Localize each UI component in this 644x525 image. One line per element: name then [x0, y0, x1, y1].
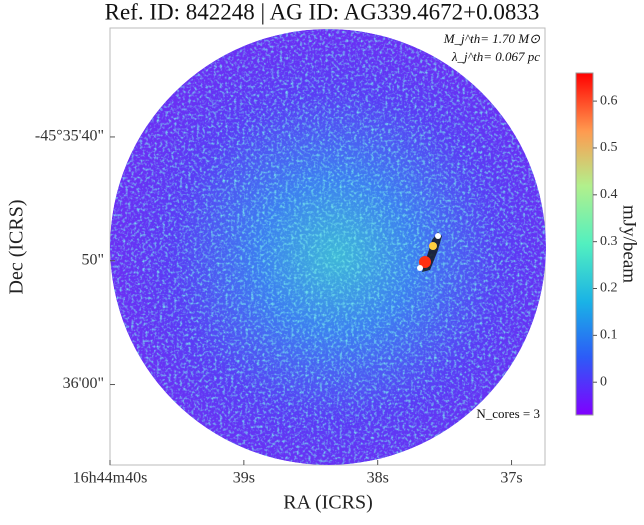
x-tick-label: 37s	[500, 470, 522, 487]
colorbar-tick-label: 0.4	[600, 187, 618, 202]
annotation: M_j^th= 1.70 M⊙	[443, 31, 540, 46]
y-tick-label: -45°35'40"	[35, 128, 104, 145]
y-tick-label: 50"	[81, 251, 104, 268]
chart-title: Ref. ID: 842248 | AG ID: AG339.4672+0.08…	[105, 0, 540, 24]
y-axis-label: Dec (ICRS)	[6, 200, 28, 295]
x-tick-label: 39s	[233, 470, 255, 487]
x-tick-label: 16h44m40s	[73, 470, 148, 487]
annotation: N_cores = 3	[476, 406, 540, 421]
colorbar-tick-label: 0.5	[600, 140, 618, 155]
colorbar-label: mJy/beam	[619, 205, 640, 283]
colorbar-tick-label: 0.6	[600, 93, 618, 108]
x-tick-label: 38s	[367, 470, 389, 487]
colorbar-tick-label: 0.2	[600, 281, 618, 296]
x-axis-label: RA (ICRS)	[283, 492, 372, 514]
image	[110, 29, 546, 465]
colorbar	[575, 72, 594, 416]
colorbar-tick-label: 0.3	[600, 234, 618, 249]
y-tick-label: 36'00"	[63, 375, 104, 392]
colorbar-tick-label: 0.1	[600, 328, 618, 343]
colorbar-tick-label: 0	[600, 374, 607, 389]
annotation: λ_j^th= 0.067 pc	[451, 49, 540, 64]
